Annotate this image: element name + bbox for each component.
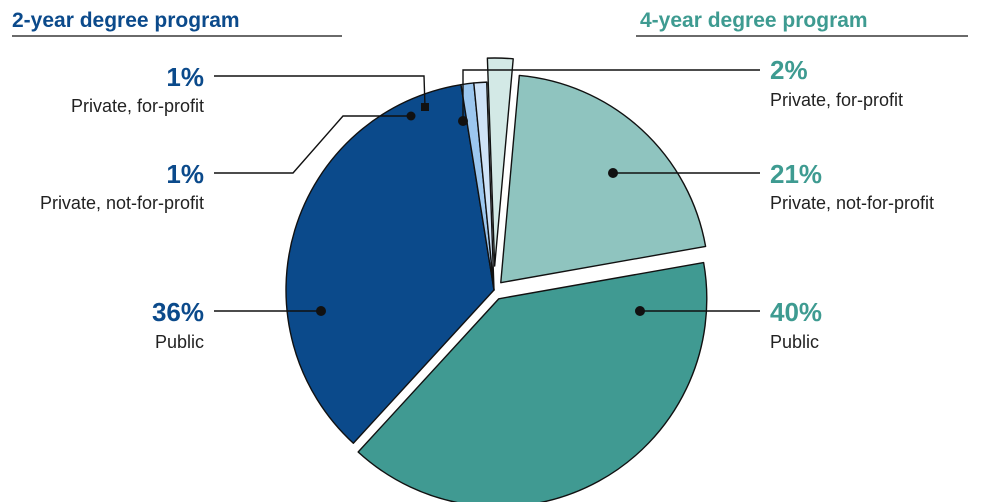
label-pct-2yr-not-for-profit: 1% bbox=[166, 159, 204, 189]
leader-dot-2yr-public bbox=[316, 306, 326, 316]
group-title-2-year: 2-year degree program bbox=[12, 9, 240, 32]
pie-slices bbox=[285, 57, 708, 502]
label-cat-2yr-for-profit: Private, for-profit bbox=[71, 96, 204, 116]
label-cat-4yr-for-profit: Private, for-profit bbox=[770, 90, 903, 110]
leader-dots bbox=[316, 103, 645, 316]
label-cat-2yr-public: Public bbox=[155, 332, 204, 352]
leader-line-4yr-for-profit bbox=[462, 69, 760, 121]
label-pct-4yr-public: 40% bbox=[770, 297, 822, 327]
slice-4yr-for-profit bbox=[486, 57, 514, 267]
label-pct-2yr-public: 36% bbox=[152, 297, 204, 327]
label-cat-2yr-not-for-profit: Private, not-for-profit bbox=[40, 193, 204, 213]
slice-2yr-public bbox=[285, 83, 495, 444]
leader-lines bbox=[214, 69, 760, 312]
label-cat-4yr-public: Public bbox=[770, 332, 819, 352]
label-pct-4yr-for-profit: 2% bbox=[770, 55, 808, 85]
group-title-4-year: 4-year degree program bbox=[640, 9, 868, 32]
leader-dot-4yr-not-for-profit bbox=[608, 168, 618, 178]
leader-line-2yr-not-for-profit bbox=[214, 115, 411, 174]
leader-line-2yr-for-profit bbox=[214, 75, 426, 108]
slice-4yr-not-for-profit bbox=[500, 74, 707, 284]
leader-dot-2yr-for-profit bbox=[421, 103, 429, 111]
leader-dot-2yr-not-for-profit bbox=[406, 111, 416, 121]
label-pct-4yr-not-for-profit: 21% bbox=[770, 159, 822, 189]
label-cat-4yr-not-for-profit: Private, not-for-profit bbox=[770, 193, 934, 213]
leader-dot-4yr-for-profit bbox=[458, 116, 468, 126]
label-pct-2yr-for-profit: 1% bbox=[166, 62, 204, 92]
slice-4yr-public bbox=[357, 261, 708, 502]
slice-2yr-for-profit bbox=[473, 81, 495, 291]
leader-dot-4yr-public bbox=[635, 306, 645, 316]
